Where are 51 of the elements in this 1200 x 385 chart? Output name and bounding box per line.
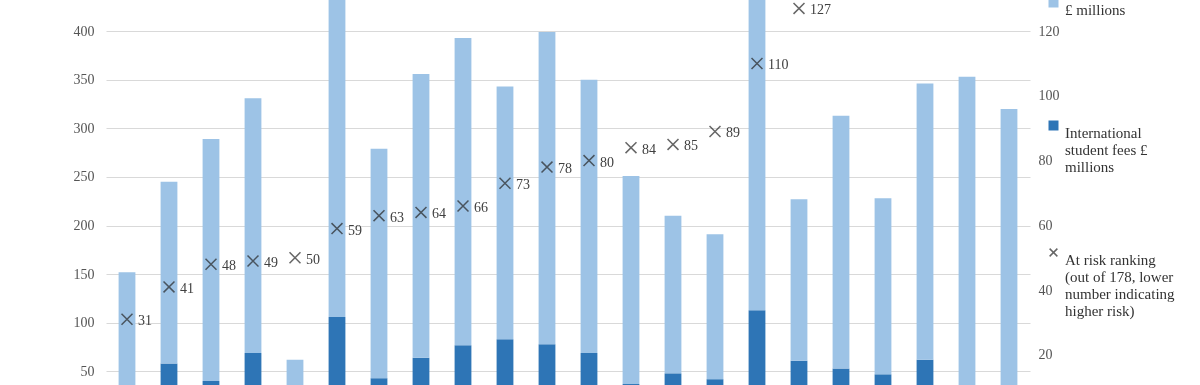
point <box>330 222 344 235</box>
point <box>750 57 764 70</box>
data-label: 73 <box>516 177 530 193</box>
legend-label: £ millions <box>1065 1 1126 18</box>
data-label: 127 <box>810 2 831 18</box>
y-tick-label: 100 <box>73 315 95 331</box>
point <box>582 154 596 167</box>
data-label: 84 <box>642 141 656 157</box>
y2-tick-label: 20 <box>1038 347 1053 363</box>
point <box>708 125 722 138</box>
point <box>246 254 260 268</box>
y2-tick-label: 100 <box>1038 88 1060 104</box>
data-label: 41 <box>180 280 194 296</box>
point <box>162 280 176 294</box>
point <box>792 2 806 15</box>
point <box>120 313 134 326</box>
data-label: 49 <box>264 254 278 270</box>
y2-tick-label: 80 <box>1038 153 1053 169</box>
data-label: 59 <box>348 222 362 238</box>
data-label: 80 <box>600 154 614 170</box>
y-tick-label: 400 <box>73 23 95 39</box>
y2-tick-label: 60 <box>1038 217 1053 233</box>
y-tick-label: 300 <box>73 120 95 136</box>
data-label: 31 <box>138 313 152 329</box>
y-tick-label: 50 <box>80 363 95 379</box>
data-label: 63 <box>390 209 404 225</box>
data-label: 78 <box>558 161 572 177</box>
y-tick-label: 150 <box>73 266 95 282</box>
data-label: 50 <box>306 251 320 267</box>
y-tick-label: 350 <box>73 72 95 88</box>
point <box>666 138 680 151</box>
point <box>288 251 302 264</box>
point <box>456 199 470 213</box>
legend-label: International student fees £ millions <box>1065 124 1148 175</box>
y-tick-label: 200 <box>73 218 95 234</box>
legend-label: At risk ranking (out of 178, lower number indicating higher risk) <box>1065 251 1176 320</box>
point <box>624 141 638 154</box>
y2-tick-label: 120 <box>1038 23 1060 39</box>
point <box>204 258 218 271</box>
point <box>540 160 554 174</box>
data-label: 66 <box>474 199 488 215</box>
data-label: 110 <box>768 57 789 73</box>
point <box>498 177 512 190</box>
data-label: 89 <box>726 125 740 141</box>
data-label: 85 <box>684 138 698 154</box>
point <box>414 206 428 219</box>
data-label: 48 <box>222 258 236 274</box>
point <box>372 209 386 222</box>
y-tick-label: 250 <box>73 169 95 185</box>
data-label: 64 <box>432 206 446 222</box>
y2-tick-label: 40 <box>1038 282 1053 298</box>
